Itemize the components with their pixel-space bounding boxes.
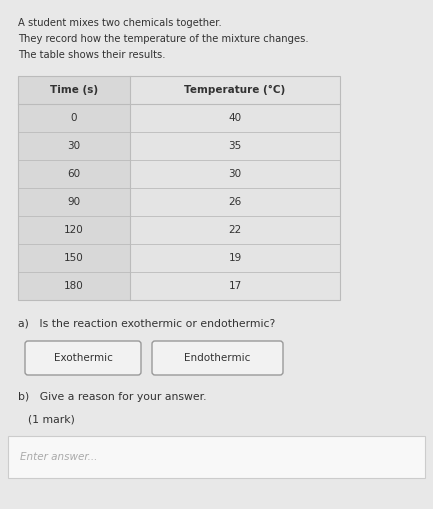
Text: Endothermic: Endothermic [184, 353, 251, 363]
Text: b)   Give a reason for your answer.: b) Give a reason for your answer. [18, 392, 207, 402]
FancyBboxPatch shape [18, 76, 130, 300]
Text: 180: 180 [64, 281, 84, 291]
FancyBboxPatch shape [25, 341, 141, 375]
Text: 60: 60 [68, 169, 81, 179]
Text: 150: 150 [64, 253, 84, 263]
FancyBboxPatch shape [130, 76, 340, 300]
Text: A student mixes two chemicals together.: A student mixes two chemicals together. [18, 18, 222, 28]
Text: 19: 19 [228, 253, 242, 263]
Text: 40: 40 [229, 113, 242, 123]
Text: 26: 26 [228, 197, 242, 207]
Text: (1 mark): (1 mark) [28, 414, 75, 424]
Text: 120: 120 [64, 225, 84, 235]
Text: Time (s): Time (s) [50, 85, 98, 95]
Text: The table shows their results.: The table shows their results. [18, 50, 165, 60]
Text: Temperature (°C): Temperature (°C) [184, 85, 286, 95]
Text: Enter answer...: Enter answer... [20, 452, 97, 462]
Text: 17: 17 [228, 281, 242, 291]
Text: 30: 30 [229, 169, 242, 179]
Text: 30: 30 [68, 141, 81, 151]
Text: 35: 35 [228, 141, 242, 151]
Text: 22: 22 [228, 225, 242, 235]
Text: a)   Is the reaction exothermic or endothermic?: a) Is the reaction exothermic or endothe… [18, 318, 275, 328]
Text: 90: 90 [68, 197, 81, 207]
Text: Exothermic: Exothermic [54, 353, 113, 363]
FancyBboxPatch shape [152, 341, 283, 375]
FancyBboxPatch shape [8, 436, 425, 478]
Text: They record how the temperature of the mixture changes.: They record how the temperature of the m… [18, 34, 309, 44]
Text: 0: 0 [71, 113, 77, 123]
